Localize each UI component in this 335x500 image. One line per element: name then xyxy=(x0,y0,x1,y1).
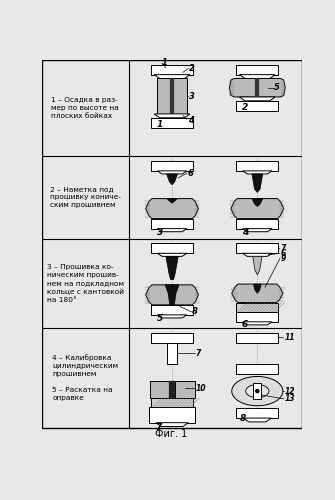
Polygon shape xyxy=(240,74,275,78)
Bar xyxy=(255,78,259,97)
Bar xyxy=(237,408,278,418)
Polygon shape xyxy=(146,198,198,218)
Polygon shape xyxy=(166,256,178,280)
Polygon shape xyxy=(243,322,272,325)
Bar xyxy=(151,118,193,128)
Polygon shape xyxy=(253,256,262,275)
Bar xyxy=(151,64,193,74)
Circle shape xyxy=(256,390,259,392)
Polygon shape xyxy=(231,198,284,218)
Bar xyxy=(150,381,169,398)
Text: 13: 13 xyxy=(284,394,295,404)
Ellipse shape xyxy=(232,376,283,406)
Bar xyxy=(151,305,193,315)
Bar xyxy=(254,384,261,399)
Bar xyxy=(237,312,278,322)
Text: 2 – Наметка под
прошивку кониче-
ским прошивнем: 2 – Наметка под прошивку кониче- ским пр… xyxy=(50,186,121,208)
Text: 4: 4 xyxy=(188,116,193,124)
Bar xyxy=(175,381,195,398)
Text: 1: 1 xyxy=(161,58,167,67)
Bar xyxy=(237,101,278,111)
Bar xyxy=(237,218,278,228)
Text: 1: 1 xyxy=(156,120,163,129)
Text: 9: 9 xyxy=(281,254,286,263)
Polygon shape xyxy=(154,74,190,78)
Text: 1 – Осадка в раз-
мер по высоте на
плоских бойках: 1 – Осадка в раз- мер по высоте на плоск… xyxy=(51,97,119,119)
Text: 8: 8 xyxy=(240,414,247,422)
Polygon shape xyxy=(252,174,263,193)
Text: 6: 6 xyxy=(281,249,286,258)
Text: 2: 2 xyxy=(189,64,195,73)
Bar xyxy=(151,218,193,228)
Bar xyxy=(237,302,278,312)
Bar xyxy=(237,161,278,171)
Bar xyxy=(170,78,174,114)
Polygon shape xyxy=(157,228,187,232)
Polygon shape xyxy=(157,315,187,318)
Text: 12: 12 xyxy=(284,386,295,396)
Polygon shape xyxy=(229,78,285,97)
Polygon shape xyxy=(243,254,272,256)
Bar xyxy=(237,244,278,254)
Bar xyxy=(151,398,193,407)
Bar xyxy=(169,381,175,398)
Text: 2: 2 xyxy=(242,103,248,112)
Text: 3: 3 xyxy=(156,228,163,237)
Polygon shape xyxy=(243,171,272,174)
Ellipse shape xyxy=(246,384,269,398)
Bar xyxy=(149,408,195,422)
Text: 10: 10 xyxy=(195,384,206,392)
Text: 7: 7 xyxy=(155,423,161,432)
Polygon shape xyxy=(157,171,187,174)
Text: 4: 4 xyxy=(242,228,248,237)
Polygon shape xyxy=(254,284,261,294)
Polygon shape xyxy=(240,97,275,101)
Text: 3: 3 xyxy=(189,92,195,100)
Text: 4 – Калибровка
цилиндрическим
прошивнем

5 – Раскатка на
оправке: 4 – Калибровка цилиндрическим прошивнем … xyxy=(52,354,118,402)
Text: 6: 6 xyxy=(242,320,248,330)
Bar xyxy=(237,364,278,374)
Polygon shape xyxy=(166,174,178,184)
Bar xyxy=(151,332,193,342)
Text: 7: 7 xyxy=(195,349,201,358)
Text: 3 – Прошивка ко-
ническим прошив-
нем на подкладном
кольце с кантовкой
на 180°: 3 – Прошивка ко- ническим прошив- нем на… xyxy=(47,264,124,302)
Bar xyxy=(151,161,193,171)
Polygon shape xyxy=(232,284,283,302)
Polygon shape xyxy=(157,254,187,256)
Polygon shape xyxy=(146,285,198,305)
Bar xyxy=(237,332,278,342)
Polygon shape xyxy=(243,228,272,232)
Polygon shape xyxy=(156,422,188,426)
Text: Фиг. 1: Фиг. 1 xyxy=(155,429,187,439)
Polygon shape xyxy=(154,114,190,117)
Text: 5: 5 xyxy=(274,83,280,92)
Text: 8: 8 xyxy=(192,308,198,316)
Polygon shape xyxy=(252,198,263,206)
Bar xyxy=(157,78,187,114)
Polygon shape xyxy=(243,418,271,422)
Polygon shape xyxy=(166,198,178,203)
Polygon shape xyxy=(165,285,179,305)
Text: 5: 5 xyxy=(156,314,163,323)
Bar xyxy=(151,244,193,254)
Bar xyxy=(168,342,177,364)
Text: 7: 7 xyxy=(281,244,286,253)
Text: 6: 6 xyxy=(188,168,193,177)
Bar xyxy=(237,64,278,74)
Text: 11: 11 xyxy=(284,334,295,342)
